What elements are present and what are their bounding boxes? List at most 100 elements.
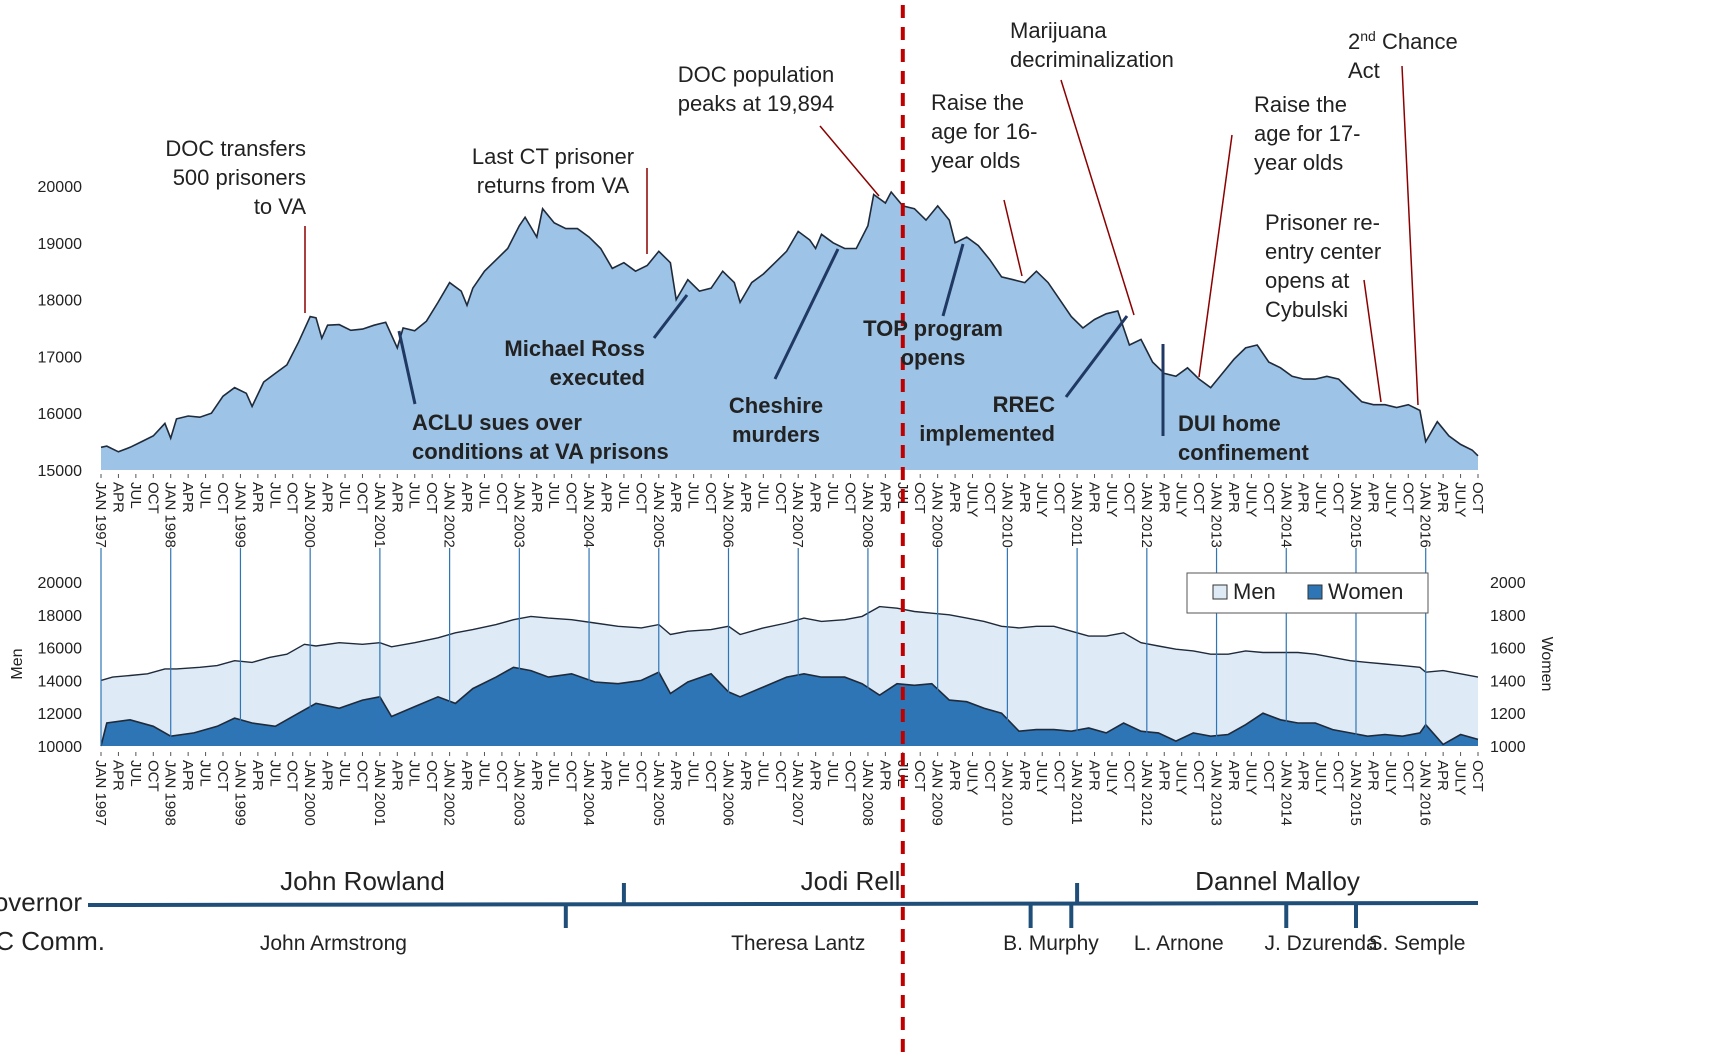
annotation-leader [1064, 315, 1129, 398]
x-tick-label: JAN 2009 [929, 760, 946, 826]
x-tick-label: JULY [1103, 482, 1120, 518]
annotation-text: ACLU sues over [412, 410, 582, 435]
annotation: Last CT prisoner returns from VA [472, 144, 648, 254]
x-tick-label: JAN 1999 [231, 760, 248, 826]
y-tick-label: 17000 [38, 349, 83, 366]
x-tick-label: JULY [1173, 482, 1190, 518]
x-tick-label: JAN 2000 [301, 482, 318, 548]
x-tick-label: JAN 2010 [998, 482, 1015, 548]
x-tick-label: JULY [1242, 760, 1259, 796]
x-tick-label: OCT [1051, 482, 1068, 514]
y-tick-label-right: 1800 [1490, 608, 1526, 625]
x-tick-label: JAN 2006 [719, 760, 736, 826]
x-tick-label: JUL [545, 482, 562, 509]
x-tick-label: APR [807, 760, 824, 791]
x-tick-label: APR [946, 482, 963, 513]
doc-comm-label: DOC Comm. [0, 926, 105, 956]
annotation-text: opens at [1265, 268, 1349, 293]
x-tick-label: JUL [824, 482, 841, 509]
x-tick-label: JAN 2013 [1208, 760, 1225, 826]
y-axis-label-men: Men [9, 648, 26, 679]
x-tick-label: JUL [545, 760, 562, 787]
women-line [100, 666, 1479, 747]
annotation-text: decriminalization [1010, 47, 1174, 72]
x-tick-label: JAN 2015 [1347, 482, 1364, 548]
x-tick-label: OCT [1399, 482, 1416, 514]
x-tick-label: JULY [964, 482, 981, 518]
x-tick-label: APR [667, 482, 684, 513]
annotation-text: Cybulski [1265, 297, 1348, 322]
y-tick-label: 20000 [38, 179, 83, 196]
annotation-text: DUI home [1178, 411, 1281, 436]
annotation-leader [819, 125, 880, 197]
x-tick-label: JAN 2012 [1138, 760, 1155, 826]
y-tick-label-right: 2000 [1490, 575, 1526, 592]
x-tick-label: JAN 2014 [1277, 482, 1294, 548]
x-tick-label: OCT [493, 760, 510, 792]
x-tick-label: APR [249, 760, 266, 791]
annotation-text: Cheshire [729, 393, 823, 418]
annotation-leader [1060, 79, 1135, 316]
x-tick-label: OCT [981, 760, 998, 792]
x-tick-label: JAN 2002 [441, 760, 458, 826]
x-tick-label: APR [597, 482, 614, 513]
y-tick-label-left: 18000 [38, 608, 83, 625]
y-tick-label-left: 12000 [38, 706, 83, 723]
annotation-text: 500 prisoners [173, 165, 306, 190]
x-tick-label: APR [1225, 482, 1242, 513]
y-tick-label-right: 1600 [1490, 641, 1526, 658]
annotation-text: RREC [993, 392, 1055, 417]
x-tick-label: OCT [1051, 760, 1068, 792]
annotation-leader [397, 330, 417, 405]
x-tick-label: APR [1434, 482, 1451, 513]
x-tick-label: OCT [1330, 760, 1347, 792]
x-tick-label: JAN 2003 [510, 760, 527, 826]
x-tick-label: OCT [842, 482, 859, 514]
annotation-text: to VA [254, 194, 307, 219]
x-tick-label: JAN 2004 [580, 482, 597, 548]
x-tick-label: OCT [702, 760, 719, 792]
commissioner-name: L. Arnone [1134, 932, 1224, 955]
annotation-text: 2nd Chance [1348, 28, 1458, 54]
x-tick-label: JAN 2008 [859, 760, 876, 826]
legend: Men Women [1186, 572, 1429, 614]
x-tick-label: APR [1364, 482, 1381, 513]
x-tick-label: JUL [894, 760, 911, 787]
x-tick-label: JULY [1103, 760, 1120, 796]
x-tick-label: APR [458, 482, 475, 513]
x-tick-label: JAN 2010 [998, 760, 1015, 826]
x-tick-label: APR [179, 482, 196, 513]
annotation-text: year olds [931, 148, 1020, 173]
x-tick-label: APR [319, 760, 336, 791]
governor-name: John Rowland [280, 866, 445, 896]
x-tick-label: JUL [197, 482, 214, 509]
x-tick-label: JUL [336, 760, 353, 787]
x-tick-label: OCT [563, 760, 580, 792]
x-tick-label: JAN 1998 [162, 482, 179, 548]
annotation-text: executed [550, 365, 645, 390]
x-tick-label: APR [946, 760, 963, 791]
x-tick-label: OCT [493, 482, 510, 514]
governor-name: Dannel Malloy [1195, 866, 1360, 896]
x-tick-label: JUL [685, 482, 702, 509]
x-tick-label: OCT [1190, 760, 1207, 792]
y-tick-label-right: 1200 [1490, 706, 1526, 723]
commissioner-name: B. Murphy [1003, 932, 1099, 955]
legend-label-men: Men [1233, 579, 1276, 604]
x-tick-label: APR [597, 760, 614, 791]
x-tick-label: JUL [475, 760, 492, 787]
x-tick-label: JUL [336, 482, 353, 509]
annotation: DOC transfers 500 prisoners to VA [165, 136, 306, 313]
x-tick-label: APR [249, 482, 266, 513]
x-tick-label: JULY [1452, 760, 1469, 796]
annotation-text: Raise the [1254, 92, 1347, 117]
x-tick-label: JULY [1173, 760, 1190, 796]
x-tick-label: JAN 2013 [1208, 482, 1225, 548]
annotation-text: conditions at VA prisons [412, 439, 669, 464]
x-tick-label: APR [528, 760, 545, 791]
x-tick-label: OCT [144, 760, 161, 792]
annotation-text: entry center [1265, 239, 1381, 264]
x-tick-label: APR [737, 760, 754, 791]
y-tick-label: 19000 [38, 236, 83, 253]
